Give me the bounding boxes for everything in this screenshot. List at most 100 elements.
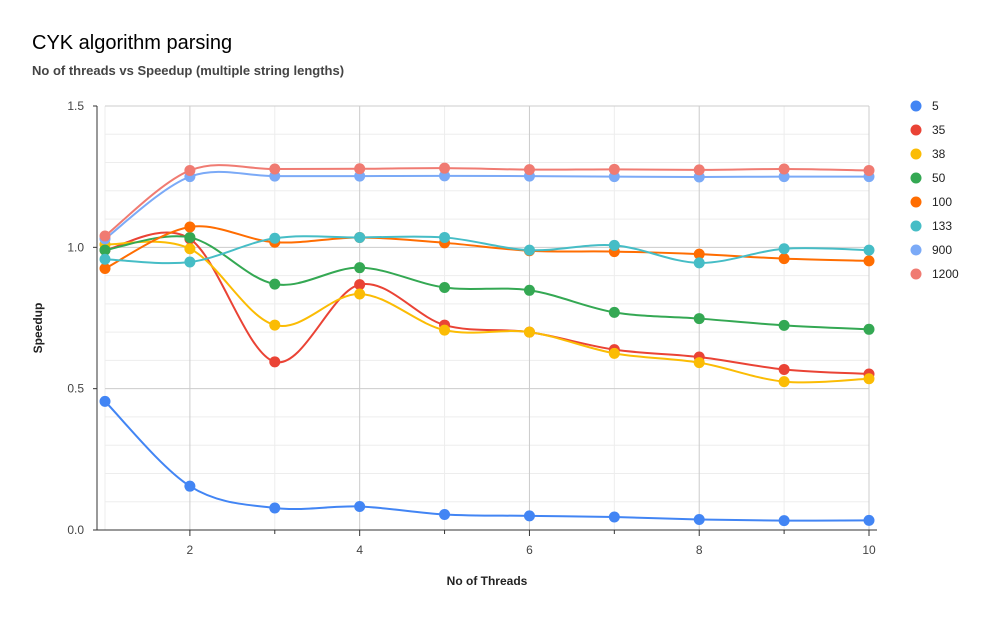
data-point-133 <box>439 231 451 243</box>
legend-marker-100 <box>910 196 922 208</box>
data-point-50 <box>354 262 366 274</box>
legend-marker-133 <box>910 220 922 232</box>
data-point-50 <box>778 319 790 331</box>
series-50 <box>99 231 875 335</box>
series-line-35 <box>104 231 870 375</box>
data-point-35 <box>269 356 281 368</box>
data-point-100 <box>693 248 705 260</box>
data-point-1200 <box>439 162 451 174</box>
data-point-1200 <box>778 163 790 175</box>
y-tick-label: 1.0 <box>67 240 84 254</box>
data-point-5 <box>778 515 790 527</box>
data-point-133 <box>184 256 196 268</box>
data-point-133 <box>269 232 281 244</box>
x-tick-label: 8 <box>696 543 703 557</box>
series-line-1200 <box>104 164 870 237</box>
legend-layer: 5 35 38 50 100 133 900 1200 <box>910 99 959 281</box>
series-line-133 <box>104 235 870 265</box>
data-point-38 <box>608 347 620 359</box>
x-tick-label: 2 <box>187 543 194 557</box>
legend-label-38: 38 <box>932 147 946 161</box>
data-point-1200 <box>693 164 705 176</box>
data-point-50 <box>184 231 196 243</box>
y-tick-label: 1.5 <box>67 99 84 113</box>
data-point-133 <box>863 244 875 256</box>
data-point-35 <box>778 363 790 375</box>
series-5 <box>99 395 875 527</box>
series-layer <box>99 162 875 527</box>
data-point-1200 <box>99 230 111 242</box>
data-point-38 <box>184 243 196 255</box>
data-point-5 <box>184 480 196 492</box>
data-point-38 <box>439 324 451 336</box>
y-axis-label: Speedup <box>31 303 45 354</box>
data-point-133 <box>99 253 111 265</box>
data-point-1200 <box>863 164 875 176</box>
data-point-1200 <box>523 164 535 176</box>
data-point-38 <box>778 376 790 388</box>
data-point-5 <box>693 514 705 526</box>
data-point-5 <box>863 514 875 526</box>
data-point-38 <box>693 357 705 369</box>
axis-layer: 0.0 0.5 1.0 1.5 2 4 6 8 10 <box>67 99 877 557</box>
series-line-900 <box>104 170 870 240</box>
data-point-100 <box>778 253 790 265</box>
data-point-5 <box>439 508 451 520</box>
legend-label-35: 35 <box>932 123 946 137</box>
legend-marker-1200 <box>910 268 922 280</box>
data-point-5 <box>99 395 111 407</box>
data-point-5 <box>269 502 281 514</box>
legend-marker-50 <box>910 172 922 184</box>
data-point-38 <box>863 373 875 385</box>
x-tick-label: 10 <box>862 543 876 557</box>
data-point-50 <box>863 323 875 335</box>
series-line-38 <box>104 240 870 384</box>
data-point-50 <box>99 244 111 256</box>
data-point-133 <box>778 243 790 255</box>
data-point-38 <box>354 288 366 300</box>
series-1200 <box>99 162 875 242</box>
legend-marker-5 <box>910 100 922 112</box>
data-point-900 <box>778 171 790 183</box>
legend-label-100: 100 <box>932 195 952 209</box>
legend-marker-900 <box>910 244 922 256</box>
data-point-50 <box>269 278 281 290</box>
data-point-100 <box>184 221 196 233</box>
x-axis-label: No of Threads <box>447 574 528 588</box>
data-point-100 <box>99 263 111 275</box>
data-point-1200 <box>354 163 366 175</box>
data-point-5 <box>354 501 366 513</box>
series-line-5 <box>104 400 870 522</box>
data-point-900 <box>439 170 451 182</box>
data-point-50 <box>693 313 705 325</box>
legend-label-50: 50 <box>932 171 946 185</box>
chart-subtitle: No of threads vs Speedup (multiple strin… <box>32 63 345 78</box>
series-133 <box>99 231 875 269</box>
legend-marker-38 <box>910 148 922 160</box>
data-point-5 <box>523 510 535 522</box>
data-point-50 <box>608 306 620 318</box>
series-line-50 <box>104 235 870 331</box>
legend-marker-35 <box>910 124 922 136</box>
y-tick-label: 0.5 <box>67 382 84 396</box>
data-point-50 <box>439 281 451 293</box>
legend-label-900: 900 <box>932 243 952 257</box>
data-point-5 <box>608 511 620 523</box>
data-point-38 <box>269 319 281 331</box>
data-point-133 <box>693 257 705 269</box>
x-tick-label: 6 <box>526 543 533 557</box>
data-point-38 <box>523 326 535 338</box>
data-point-133 <box>523 244 535 256</box>
y-tick-label: 0.0 <box>67 523 84 537</box>
data-point-50 <box>523 284 535 296</box>
legend-label-1200: 1200 <box>932 267 959 281</box>
series-38 <box>99 239 875 388</box>
data-point-133 <box>608 239 620 251</box>
data-point-35 <box>354 279 366 291</box>
data-point-1200 <box>184 164 196 176</box>
series-35 <box>99 231 875 380</box>
data-point-1200 <box>269 163 281 175</box>
legend-label-133: 133 <box>932 219 952 233</box>
series-900 <box>99 170 875 245</box>
